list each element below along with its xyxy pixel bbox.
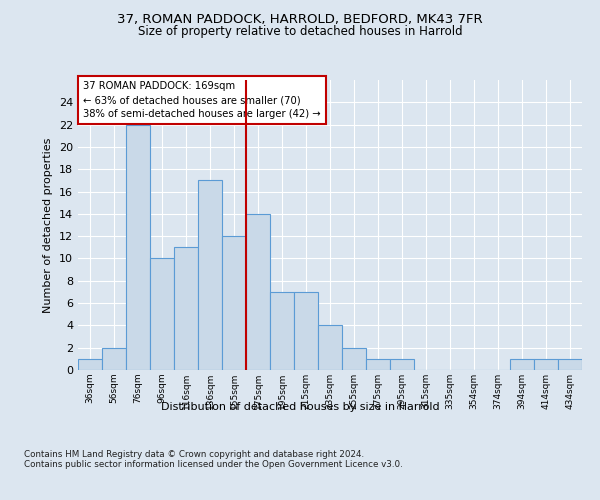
Bar xyxy=(294,292,318,370)
Bar xyxy=(534,359,558,370)
Bar xyxy=(126,124,150,370)
Bar xyxy=(174,248,198,370)
Text: 37, ROMAN PADDOCK, HARROLD, BEDFORD, MK43 7FR: 37, ROMAN PADDOCK, HARROLD, BEDFORD, MK4… xyxy=(117,12,483,26)
Bar xyxy=(102,348,126,370)
Text: 37 ROMAN PADDOCK: 169sqm
← 63% of detached houses are smaller (70)
38% of semi-d: 37 ROMAN PADDOCK: 169sqm ← 63% of detach… xyxy=(83,82,320,120)
Bar xyxy=(150,258,174,370)
Bar xyxy=(270,292,294,370)
Text: Distribution of detached houses by size in Harrold: Distribution of detached houses by size … xyxy=(161,402,439,412)
Text: Contains HM Land Registry data © Crown copyright and database right 2024.
Contai: Contains HM Land Registry data © Crown c… xyxy=(24,450,403,469)
Y-axis label: Number of detached properties: Number of detached properties xyxy=(43,138,53,312)
Bar xyxy=(246,214,270,370)
Bar xyxy=(318,326,342,370)
Bar xyxy=(222,236,246,370)
Bar xyxy=(510,359,534,370)
Bar xyxy=(198,180,222,370)
Bar xyxy=(558,359,582,370)
Bar xyxy=(342,348,366,370)
Text: Size of property relative to detached houses in Harrold: Size of property relative to detached ho… xyxy=(137,25,463,38)
Bar xyxy=(78,359,102,370)
Bar xyxy=(366,359,390,370)
Bar xyxy=(390,359,414,370)
